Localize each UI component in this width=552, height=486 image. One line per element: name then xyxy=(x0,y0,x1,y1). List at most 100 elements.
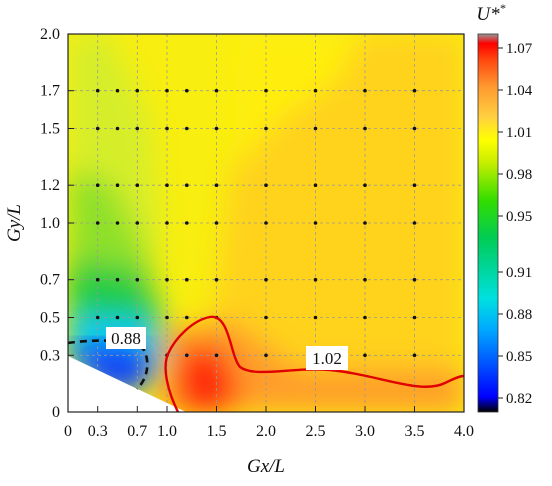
measurement-point xyxy=(165,221,169,225)
measurement-point xyxy=(185,88,189,93)
measurement-point xyxy=(115,183,120,187)
measurement-point xyxy=(264,88,268,93)
blank-region xyxy=(68,356,186,412)
x-tick-label: 2.0 xyxy=(256,423,276,440)
measurement-point xyxy=(363,88,367,93)
x-tick-label: 0 xyxy=(64,423,72,440)
colorbar-title-superscript: * xyxy=(500,1,506,15)
colorbar-title: U* xyxy=(476,4,500,25)
contour-label-0.88-text: 0.88 xyxy=(111,329,141,348)
measurement-point xyxy=(412,221,417,225)
measurement-point xyxy=(135,277,140,282)
y-tick-label: 0.7 xyxy=(40,272,60,289)
y-tick-label: 1.5 xyxy=(40,121,60,138)
contour-label-1.02-text: 1.02 xyxy=(312,349,342,368)
measurement-point xyxy=(95,277,100,282)
measurement-point xyxy=(412,353,417,358)
measurement-point xyxy=(135,315,140,320)
measurement-point xyxy=(185,221,189,225)
x-tick-label: 1.5 xyxy=(207,423,227,440)
measurement-point xyxy=(185,277,189,282)
y-axis-label: Gy/L xyxy=(4,204,25,242)
colorbar-gradient xyxy=(477,33,499,413)
measurement-point xyxy=(412,277,417,282)
plot-area xyxy=(67,33,465,413)
x-axis-label: Gx/L xyxy=(247,456,285,477)
x-tick-label: 0.3 xyxy=(88,423,108,440)
measurement-point xyxy=(313,88,318,93)
y-tick-label: 1.2 xyxy=(40,177,60,194)
contour-label-1.02: 1.02 xyxy=(306,346,348,370)
measurement-point xyxy=(165,277,169,282)
colorbar-tick-label: 1.04 xyxy=(506,83,533,99)
colorbar-tick-label: 0.85 xyxy=(506,349,532,365)
colorbar-tick-label: 0.82 xyxy=(506,391,532,407)
measurement-point xyxy=(214,88,219,93)
colorbar-tick-label: 0.88 xyxy=(506,307,532,323)
measurement-point xyxy=(412,183,417,187)
measurement-point xyxy=(95,183,100,187)
measurement-point xyxy=(313,126,318,131)
measurement-point xyxy=(165,88,169,93)
measurement-point xyxy=(185,183,189,187)
measurement-point xyxy=(214,277,219,282)
x-tick-label: 4.0 xyxy=(454,423,474,440)
measurement-point xyxy=(214,183,219,187)
contour-label-0.88: 0.88 xyxy=(106,327,146,349)
colorbar-tick-label: 0.91 xyxy=(506,265,532,281)
measurement-point xyxy=(115,277,120,282)
x-tick-label: 2.5 xyxy=(306,423,326,440)
measurement-point xyxy=(115,88,120,93)
y-tick-label: 0.3 xyxy=(40,347,60,364)
measurement-point xyxy=(214,221,219,225)
measurement-point xyxy=(264,126,268,131)
measurement-point xyxy=(412,315,417,320)
colorbar-ticks: 0.82 0.85 0.88 0.91 0.95 0.98 1.01 1.04 1.07 xyxy=(498,41,533,407)
colorbar-tick-label: 1.07 xyxy=(506,41,533,57)
measurement-point xyxy=(135,221,140,225)
measurement-point xyxy=(115,315,120,320)
measurement-point xyxy=(95,315,100,320)
measurement-point xyxy=(264,353,268,358)
measurement-point xyxy=(363,183,367,187)
measurement-point xyxy=(214,353,219,358)
measurement-point xyxy=(165,183,169,187)
measurement-point xyxy=(412,126,417,131)
contour-line-0.88 xyxy=(68,339,149,390)
measurement-point xyxy=(313,183,318,187)
measurement-point xyxy=(165,315,169,320)
measurement-point xyxy=(135,88,140,93)
field-region-red-core xyxy=(176,345,240,412)
colorbar-tick-label: 0.95 xyxy=(506,209,532,225)
y-tick-label: 0.5 xyxy=(40,310,60,327)
measurement-points xyxy=(95,88,417,358)
contour-line-1.02 xyxy=(164,315,464,412)
contour-label-1.02-box xyxy=(306,346,348,370)
y-tick-label: 0 xyxy=(52,404,60,421)
x-tick-label: 3.0 xyxy=(355,423,375,440)
y-tick-label: 2.0 xyxy=(40,26,60,43)
x-tick-label: 1.0 xyxy=(157,423,177,440)
measurement-point xyxy=(264,277,268,282)
contour-label-0.88-box xyxy=(106,327,146,349)
measurement-point xyxy=(115,221,120,225)
measurement-point xyxy=(185,353,189,358)
colorbar-tick-label: 1.01 xyxy=(506,125,532,141)
measurement-point xyxy=(313,315,318,320)
x-axis: 0 0.3 0.7 1.0 1.5 2.0 2.5 3.0 3.5 4.0 xyxy=(64,406,474,440)
measurement-point xyxy=(135,126,140,131)
colorbar: U* * 0.82 0.85 0.88 0.91 0.95 0.98 1.01 1.04 1.0… xyxy=(476,1,533,413)
measurement-point xyxy=(412,88,417,93)
field-region-blue-core xyxy=(68,345,150,392)
measurement-point xyxy=(264,221,268,225)
measurement-point xyxy=(185,315,189,320)
x-tick-label: 3.5 xyxy=(405,423,425,440)
measurement-point xyxy=(115,126,120,131)
measurement-point xyxy=(313,221,318,225)
measurement-point xyxy=(313,277,318,282)
x-tick-label: 0.7 xyxy=(127,423,147,440)
y-tick-label: 1.0 xyxy=(40,215,60,232)
y-axis: 0 0.3 0.5 0.7 1.0 1.2 1.5 1.7 2.0 xyxy=(40,26,74,421)
measurement-point xyxy=(135,183,140,187)
